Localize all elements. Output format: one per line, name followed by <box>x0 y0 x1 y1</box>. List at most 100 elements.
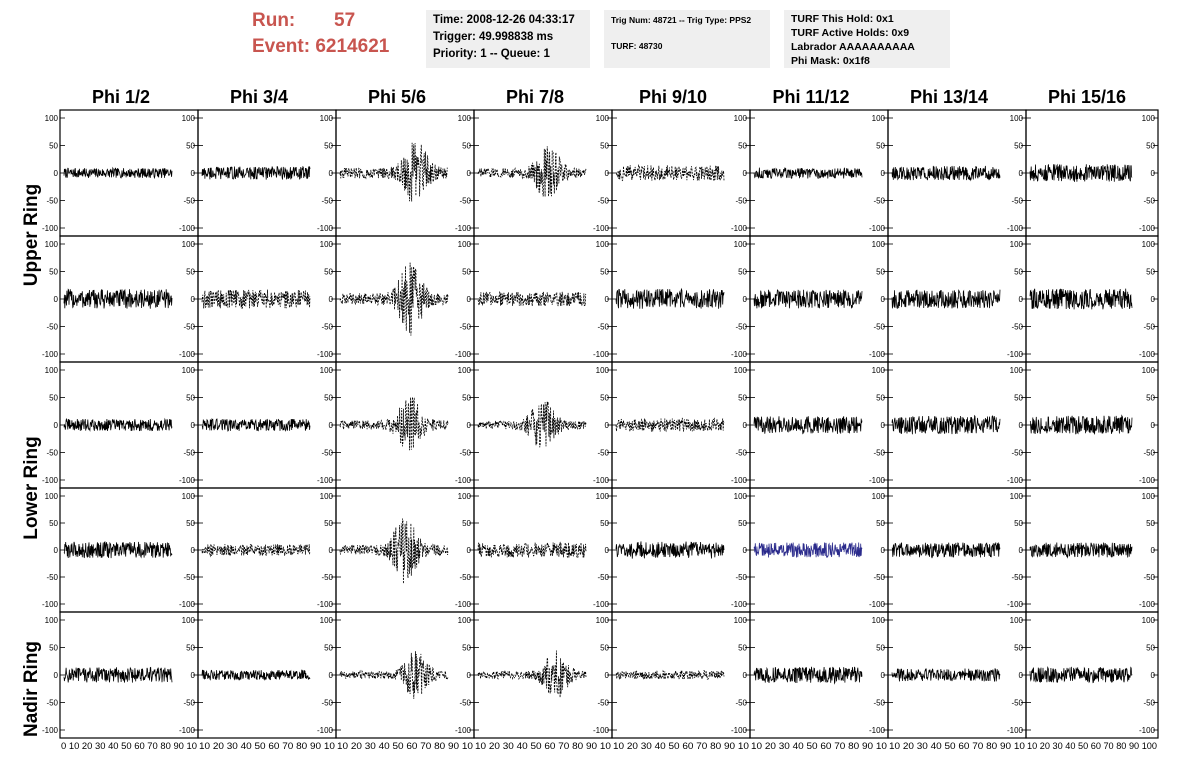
y-tick-label: 50 <box>738 519 747 528</box>
y-tick-label: -100 <box>593 476 610 485</box>
y-tick-label: -50 <box>873 699 885 708</box>
waveform-trace <box>339 142 448 202</box>
waveform-trace <box>615 287 725 309</box>
y-tick-label: 100 <box>1142 616 1156 625</box>
waveform-trace <box>201 165 311 180</box>
waveform-trace <box>1029 288 1133 310</box>
y-tick-label: -50 <box>321 197 333 206</box>
waveform-trace <box>201 542 311 558</box>
y-tick-label: 100 <box>320 240 334 249</box>
y-tick-label: 100 <box>734 616 748 625</box>
y-tick-label: 50 <box>1146 519 1155 528</box>
y-tick-label: 50 <box>1014 519 1023 528</box>
y-tick-label: -100 <box>455 476 472 485</box>
y-tick-label: -100 <box>731 476 748 485</box>
y-tick-label: -50 <box>597 573 609 582</box>
y-tick-label: -50 <box>597 197 609 206</box>
y-tick-label: 0 <box>743 169 748 178</box>
y-tick-label-left: 50 <box>49 644 58 653</box>
phi-mask-line: Phi Mask: 0x1f8 <box>791 55 870 67</box>
y-tick-label: 0 <box>1019 671 1024 680</box>
y-tick-label: -100 <box>869 726 886 735</box>
y-tick-label-left: 100 <box>45 240 59 249</box>
y-tick-label-left: -100 <box>42 726 59 735</box>
y-tick-label: 50 <box>1014 394 1023 403</box>
phi-header-6: Phi 11/12 <box>772 87 850 107</box>
y-tick-label: -50 <box>873 197 885 206</box>
y-tick-label: -50 <box>1143 197 1155 206</box>
y-tick-label: -50 <box>873 323 885 332</box>
y-tick-label: -50 <box>183 699 195 708</box>
time-info-box: Time: 2008-12-26 04:33:17 Trigger: 49.99… <box>426 10 590 68</box>
waveform-trace <box>1029 542 1133 559</box>
y-tick-label: 50 <box>600 268 609 277</box>
x-tick-labels: 10 20 30 40 50 60 70 80 90 10 <box>475 741 611 752</box>
waveform-panel-r2-c3: 100 50 0 -50 -100 <box>335 235 475 363</box>
y-tick-label: 50 <box>738 142 747 151</box>
waveform-trace <box>63 166 173 180</box>
waveform-trace <box>339 262 449 336</box>
y-tick-label: 50 <box>1146 394 1155 403</box>
waveform-panel-r3-c6: 100 50 0 -50 -100 <box>749 361 889 489</box>
y-tick-label: -100 <box>1007 350 1024 359</box>
waveform-panel-r5-c3: 100 50 0 -50 -100 <box>335 611 475 739</box>
y-tick-label: 0 <box>605 421 610 430</box>
phi-header-7: Phi 13/14 <box>909 87 989 107</box>
waveform-trace <box>1029 414 1133 435</box>
y-tick-label: 50 <box>324 142 333 151</box>
phi-header-4: Phi 7/8 <box>505 87 565 107</box>
y-tick-label-left: -100 <box>42 224 59 233</box>
y-tick-label: -50 <box>459 449 471 458</box>
y-tick-label: 0 <box>191 421 196 430</box>
waveform-panel-r4-c7: 100 50 0 -50 -100 <box>887 487 1027 613</box>
y-tick-label: -50 <box>1143 699 1155 708</box>
y-tick-label: -100 <box>1139 476 1156 485</box>
run-value: 57 <box>334 10 356 31</box>
y-tick-label: 50 <box>738 394 747 403</box>
y-tick-label: 0 <box>329 671 334 680</box>
y-tick-label: -50 <box>1143 449 1155 458</box>
y-tick-label: 50 <box>462 644 471 653</box>
y-tick-label: 100 <box>1010 114 1024 123</box>
y-tick-label: 0 <box>329 421 334 430</box>
y-tick-label: 50 <box>462 142 471 151</box>
waveform-trace <box>339 518 449 584</box>
x-tick-labels: 10 20 30 40 50 60 70 80 90 10 <box>751 741 887 752</box>
y-tick-label: -100 <box>455 224 472 233</box>
waveform-panel-r4-c1: 100 100 50 50 0 0 -50 -50 -100 -100 <box>42 487 199 613</box>
y-tick-label: -100 <box>593 726 610 735</box>
waveform-trace <box>615 669 725 681</box>
phi-header-3: Phi 5/6 <box>367 87 427 107</box>
y-tick-label: 50 <box>1014 268 1023 277</box>
y-tick-label-left: 0 <box>54 169 59 178</box>
y-tick-label: 50 <box>1014 142 1023 151</box>
x-tick-labels: 10 20 30 40 50 60 70 80 90 10 <box>613 741 749 752</box>
waveform-trace <box>63 540 173 559</box>
y-tick-label: -100 <box>179 224 196 233</box>
y-tick-label: 50 <box>600 142 609 151</box>
y-tick-label: 100 <box>320 114 334 123</box>
waveform-panel-r2-c1: 100 100 50 50 0 0 -50 -50 -100 -100 <box>42 235 199 363</box>
y-tick-label: 100 <box>182 616 196 625</box>
y-tick-label-left: 100 <box>45 616 59 625</box>
y-tick-label: -50 <box>735 573 747 582</box>
y-tick-label-left: 0 <box>54 546 59 555</box>
y-tick-label: -100 <box>731 350 748 359</box>
y-tick-label: 100 <box>1010 616 1024 625</box>
y-tick-label: 50 <box>876 644 885 653</box>
y-tick-label: 100 <box>320 616 334 625</box>
y-tick-label: 100 <box>734 366 748 375</box>
y-tick-label: -100 <box>593 600 610 609</box>
y-tick-label: 0 <box>467 295 472 304</box>
waveform-trace <box>63 666 173 683</box>
y-tick-label: -100 <box>1007 224 1024 233</box>
y-tick-label: 0 <box>1151 421 1156 430</box>
y-tick-label: 100 <box>458 492 472 501</box>
y-tick-label: -50 <box>735 197 747 206</box>
y-tick-label: 0 <box>605 546 610 555</box>
y-tick-label: -50 <box>873 573 885 582</box>
y-tick-label: -100 <box>1007 476 1024 485</box>
phi-header-1: Phi 1/2 <box>91 87 151 107</box>
y-tick-label: 50 <box>186 394 195 403</box>
